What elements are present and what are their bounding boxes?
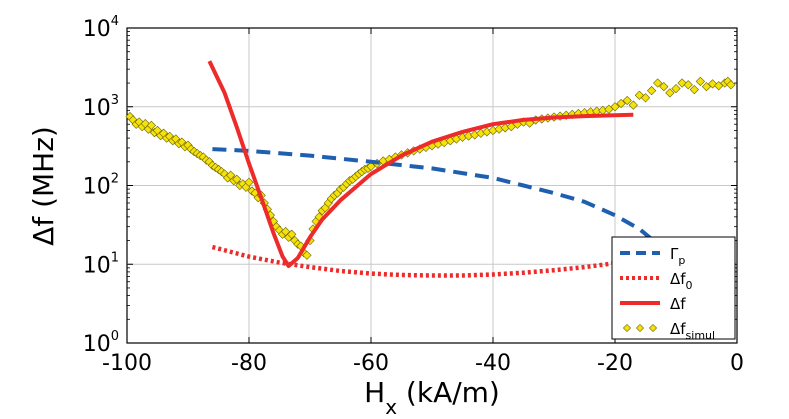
- legend-label: Δf: [670, 295, 686, 313]
- y-tick-label: 100: [83, 329, 119, 357]
- simul-marker: [616, 98, 626, 109]
- simul-marker: [665, 88, 675, 98]
- simul-marker: [707, 79, 718, 89]
- y-tick-label: 102: [83, 172, 119, 200]
- legend: Γp Δf0 Δf Δfsimul: [611, 236, 736, 342]
- x-tick-label: -80: [231, 351, 267, 376]
- x-tick-label: -100: [102, 351, 152, 376]
- simul-marker: [653, 78, 663, 88]
- x-axis-label: Hx (kA/m): [364, 376, 500, 419]
- y-tick-label: 101: [83, 250, 119, 278]
- legend-label: Δfsimul: [670, 320, 715, 342]
- simul-marker: [232, 174, 242, 184]
- simul-marker: [366, 161, 376, 171]
- simul-marker: [683, 80, 693, 90]
- y-axis-label: Δf (MHz): [27, 126, 60, 246]
- series-line-solid: [207, 60, 634, 268]
- simul-marker: [689, 84, 699, 95]
- simul-marker: [302, 250, 312, 260]
- tick-labels: -100 -80 -60 -40 -20 0 100 101 102 103 104: [83, 14, 744, 376]
- simul-marker: [244, 177, 254, 187]
- simul-marker: [701, 82, 712, 92]
- simul-marker: [628, 100, 638, 110]
- simul-marker: [671, 83, 681, 94]
- y-tick-label: 104: [83, 14, 119, 42]
- simul-marker: [287, 229, 297, 239]
- simul-marker: [634, 90, 645, 100]
- legend-box: [611, 236, 736, 340]
- x-tick-label: -60: [353, 351, 389, 376]
- x-tick-label: -20: [597, 351, 633, 376]
- legend-marker: [635, 323, 645, 333]
- simul-marker: [659, 82, 669, 92]
- simul-marker: [610, 102, 620, 112]
- series-layer: [125, 60, 736, 278]
- series-line-dotted: [211, 244, 634, 278]
- simul-marker: [146, 120, 157, 131]
- legend-label: Δf0: [670, 270, 693, 292]
- simul-marker: [646, 86, 657, 96]
- x-tick-label: -40: [475, 351, 511, 376]
- legend-label: Γp: [670, 245, 685, 267]
- simul-marker: [640, 93, 651, 103]
- simul-marker: [677, 78, 687, 88]
- simul-marker: [726, 80, 736, 90]
- simul-marker: [695, 76, 706, 86]
- legend-marker: [648, 323, 658, 333]
- ticks: [126, 27, 738, 344]
- y-tick-label: 103: [83, 93, 119, 121]
- simul-marker: [622, 95, 632, 106]
- x-tick-label: 0: [730, 351, 744, 376]
- series-line-dashed: [212, 147, 659, 246]
- legend-marker: [622, 323, 632, 333]
